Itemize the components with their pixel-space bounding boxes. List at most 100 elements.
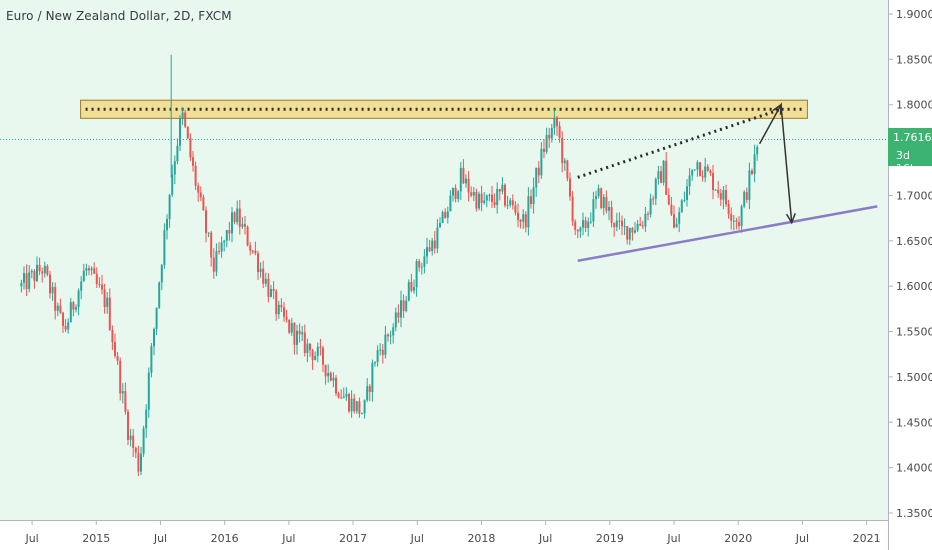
candle-body — [597, 188, 600, 197]
candle-body — [132, 435, 135, 448]
candle-body — [706, 166, 709, 171]
last-price-value: 1.76165 — [893, 131, 932, 144]
x-tick-label: Jul — [153, 532, 167, 545]
candle-body — [95, 273, 98, 284]
candle-body — [160, 265, 163, 283]
candle-body — [267, 278, 270, 297]
candle-body — [566, 160, 569, 179]
candle-body — [631, 227, 634, 233]
candle-body — [243, 224, 246, 227]
x-tick-label: Jul — [24, 532, 38, 545]
time-axis-background — [0, 520, 888, 550]
candle-body — [446, 211, 449, 218]
candle-body — [51, 286, 54, 294]
candle-body — [168, 194, 171, 219]
candle-body — [152, 328, 155, 347]
candle-body — [61, 312, 64, 327]
candle-body — [56, 305, 59, 311]
candle-body — [701, 175, 704, 178]
candle-body — [464, 178, 467, 184]
candle-body — [134, 447, 137, 453]
candle-body — [745, 192, 748, 200]
y-tick-label: 1.50000 — [896, 371, 932, 384]
candle-body — [418, 261, 421, 268]
candle-body — [600, 188, 603, 209]
candle-body — [662, 160, 665, 183]
candle-body — [397, 312, 400, 318]
y-tick-label: 1.45000 — [896, 416, 932, 429]
candle-body — [550, 127, 553, 139]
candle-body — [724, 190, 727, 205]
candle-body — [145, 409, 148, 429]
candle-body — [22, 273, 25, 283]
candle-body — [64, 326, 67, 330]
candle-body — [428, 247, 431, 252]
candle-body — [249, 245, 252, 251]
candle-body — [142, 428, 145, 454]
candle-body — [38, 264, 41, 272]
candle-body — [451, 187, 454, 196]
candle-body — [207, 232, 210, 234]
candle-body — [90, 268, 93, 271]
candle-body — [472, 191, 475, 196]
candle-body — [262, 268, 265, 284]
candle-body — [155, 307, 158, 329]
candle-body — [457, 191, 460, 199]
candle-body — [215, 251, 218, 272]
candle-body — [727, 204, 730, 215]
candle-body — [67, 322, 70, 330]
candle-body — [436, 227, 439, 249]
candle-body — [425, 247, 428, 257]
candle-body — [199, 192, 202, 198]
candle-body — [176, 145, 179, 162]
support-line — [577, 205, 878, 263]
candle-body — [366, 386, 369, 401]
candle-body — [711, 173, 714, 190]
x-tick-label: Jul — [281, 532, 295, 545]
candle-body — [392, 327, 395, 336]
candle-body — [553, 117, 556, 128]
candle-body — [665, 160, 668, 195]
candle-body — [641, 225, 644, 227]
candle-body — [20, 282, 23, 287]
candle-body — [277, 304, 280, 315]
x-tick-label: 2015 — [82, 532, 110, 545]
candle-body — [30, 270, 33, 273]
candle-body — [540, 148, 543, 176]
candle-body — [402, 300, 405, 311]
candle-body — [116, 356, 119, 361]
candle-body — [306, 343, 309, 354]
candle-body — [423, 256, 426, 267]
candle-body — [483, 200, 486, 204]
candle-body — [360, 413, 363, 415]
candle-body — [189, 138, 192, 158]
candle-body — [74, 307, 77, 310]
candle-body — [386, 334, 389, 337]
candle-body — [381, 349, 384, 355]
candle-body — [535, 167, 538, 188]
candle-body — [355, 401, 358, 412]
candle-body — [594, 196, 597, 200]
candle-body — [324, 364, 327, 377]
candle-body — [150, 346, 153, 373]
candle-body — [33, 270, 36, 281]
candle-body — [337, 393, 340, 398]
candle-body — [43, 265, 46, 274]
candle-body — [737, 221, 740, 227]
candle-body — [449, 195, 452, 212]
candle-body — [106, 297, 109, 308]
candle-body — [293, 323, 296, 345]
candle-body — [459, 167, 462, 192]
candle-body — [371, 363, 374, 392]
candle-body — [558, 126, 561, 138]
candle-body — [165, 218, 168, 231]
candle-body — [394, 312, 397, 328]
candle-body — [407, 282, 410, 301]
candle-body — [147, 372, 150, 410]
x-tick-label: 2017 — [339, 532, 367, 545]
candle-body — [358, 401, 361, 414]
candle-body — [613, 222, 616, 228]
candle-body — [498, 189, 501, 192]
